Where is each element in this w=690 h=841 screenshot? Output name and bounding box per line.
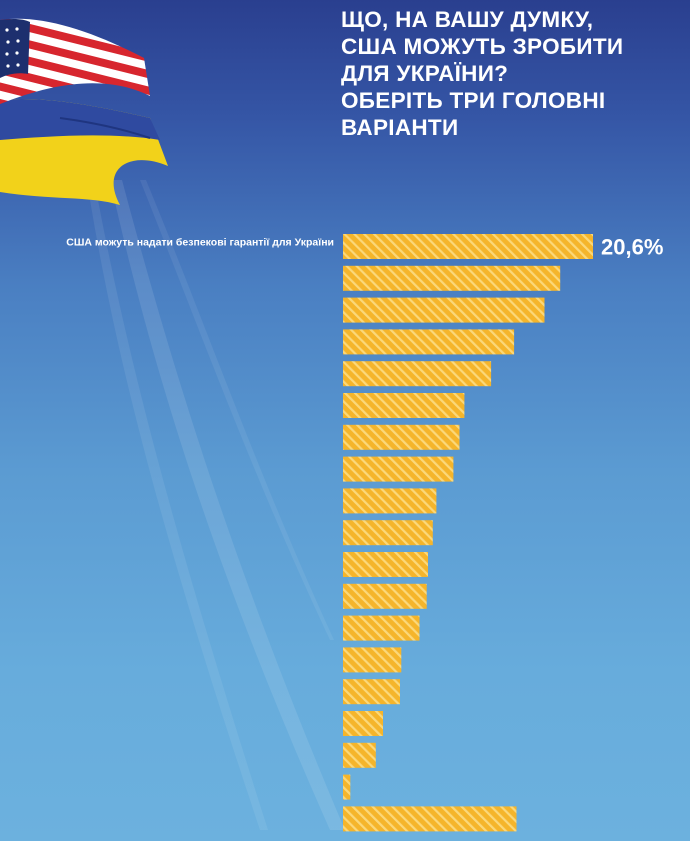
bar-17 — [343, 742, 376, 768]
bar-18 — [343, 774, 351, 800]
bar-16 — [343, 711, 383, 736]
bar-6 — [343, 393, 465, 418]
bar-7 — [343, 424, 460, 450]
ukraine-flag-icon — [0, 98, 168, 205]
bar-5 — [343, 361, 492, 387]
flags-illustration — [0, 18, 168, 205]
bar-15 — [343, 679, 400, 705]
bar-11 — [343, 552, 428, 577]
bar-1 — [343, 234, 593, 259]
bar-8 — [343, 456, 454, 482]
bar-19 — [343, 806, 517, 832]
bar-12 — [343, 583, 427, 609]
value-label-1: 20,6% — [601, 235, 663, 260]
bar-13 — [343, 615, 420, 641]
category-label-1: США можуть надати безпекові гарантії для… — [66, 237, 334, 249]
bar-14 — [343, 647, 402, 673]
bar-4 — [343, 329, 515, 355]
bar-10 — [343, 520, 433, 546]
usa-flag-icon — [0, 18, 150, 105]
chart-title: ЩО, НА ВАШУ ДУМКУ, США МОЖУТЬ ЗРОБИТИ ДЛ… — [341, 7, 624, 140]
bar-2 — [343, 265, 561, 291]
bar-9 — [343, 488, 437, 514]
bar-3 — [343, 297, 545, 323]
